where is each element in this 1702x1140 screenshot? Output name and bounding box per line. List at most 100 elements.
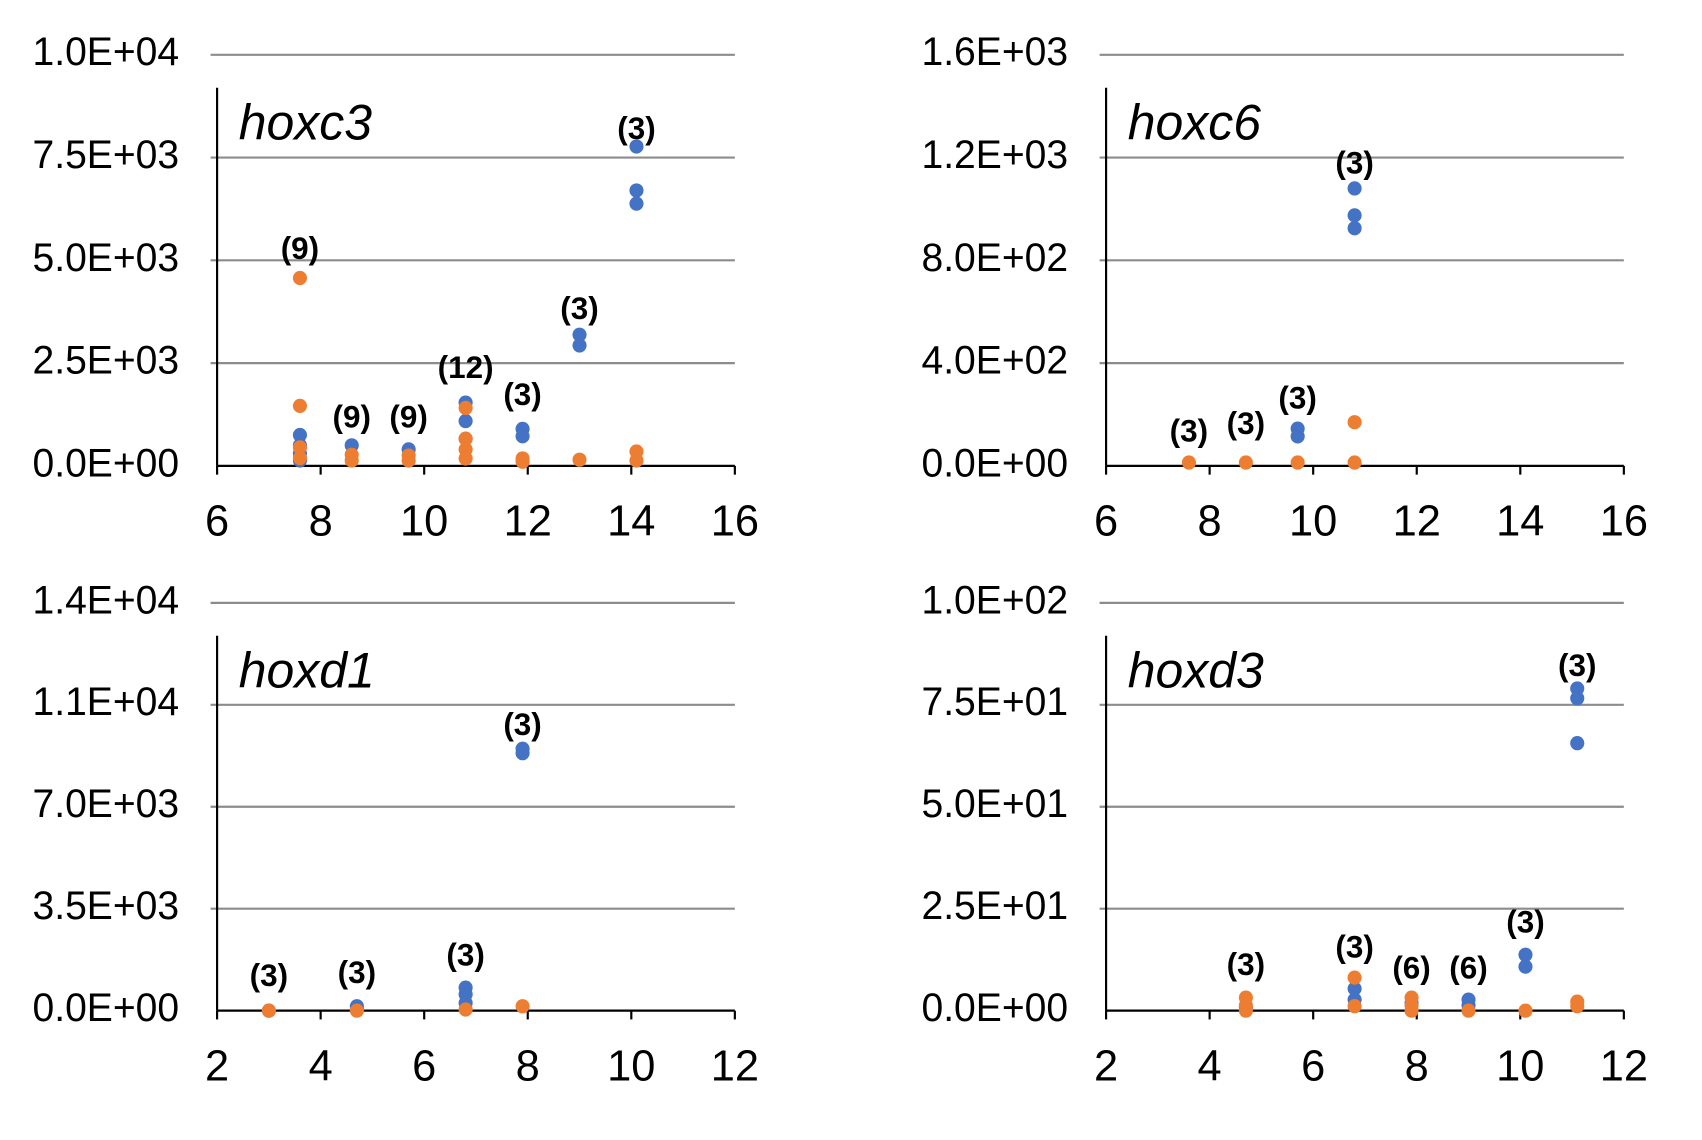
y-tick-label: 2.5E+03 bbox=[32, 338, 179, 382]
data-point bbox=[1570, 999, 1585, 1014]
data-point bbox=[458, 451, 473, 466]
data-point bbox=[515, 454, 530, 469]
annotation: (3) bbox=[560, 290, 598, 326]
x-tick-label: 10 bbox=[1496, 1042, 1544, 1090]
x-tick-label: 2 bbox=[205, 1042, 229, 1090]
data-point bbox=[1290, 455, 1305, 470]
data-point bbox=[572, 338, 587, 353]
annotation: (6) bbox=[1392, 950, 1430, 986]
data-point bbox=[629, 196, 644, 211]
data-point bbox=[629, 453, 644, 468]
panel-title: hoxc6 bbox=[1128, 94, 1261, 150]
data-point bbox=[401, 453, 416, 468]
y-tick-label: 7.0E+03 bbox=[32, 782, 179, 826]
annotation: (3) bbox=[338, 954, 376, 990]
x-tick-label: 8 bbox=[1198, 497, 1222, 545]
x-tick-label: 8 bbox=[309, 497, 333, 545]
data-point bbox=[1347, 455, 1362, 470]
data-point bbox=[1570, 691, 1585, 706]
annotation: (3) bbox=[1227, 405, 1265, 441]
x-tick-label: 6 bbox=[412, 1042, 436, 1090]
x-tick-label: 8 bbox=[516, 1042, 540, 1090]
annotation: (3) bbox=[1506, 903, 1544, 939]
data-point bbox=[629, 139, 644, 154]
x-tick-label: 2 bbox=[1094, 1042, 1118, 1090]
y-tick-label: 0.0E+00 bbox=[32, 441, 179, 485]
data-point bbox=[1290, 429, 1305, 444]
panel-title: hoxc3 bbox=[239, 94, 372, 150]
data-point bbox=[1347, 970, 1362, 985]
data-point bbox=[1404, 1003, 1419, 1018]
x-tick-label: 16 bbox=[711, 497, 759, 545]
annotation: (3) bbox=[1335, 928, 1373, 964]
x-tick-label: 12 bbox=[1393, 497, 1441, 545]
x-tick-label: 8 bbox=[1405, 1042, 1429, 1090]
data-point bbox=[344, 453, 359, 468]
x-tick-label: 4 bbox=[1198, 1042, 1222, 1090]
annotation: (3) bbox=[250, 957, 288, 993]
y-tick-label: 1.6E+03 bbox=[921, 30, 1068, 74]
data-point bbox=[1238, 455, 1253, 470]
data-point bbox=[1347, 999, 1362, 1014]
data-point bbox=[292, 270, 307, 286]
y-tick-label: 1.1E+04 bbox=[32, 680, 179, 724]
data-point bbox=[458, 400, 473, 416]
annotation: (9) bbox=[332, 398, 370, 434]
data-point bbox=[292, 427, 307, 443]
data-point bbox=[349, 1003, 364, 1018]
annotation: (3) bbox=[446, 936, 484, 972]
data-point bbox=[1347, 208, 1362, 223]
data-point bbox=[629, 183, 644, 198]
data-point bbox=[1461, 1003, 1476, 1018]
y-tick-label: 1.0E+04 bbox=[32, 30, 179, 74]
x-tick-label: 16 bbox=[1600, 497, 1648, 545]
panel-title: hoxd1 bbox=[239, 642, 375, 698]
y-tick-label: 0.0E+00 bbox=[921, 986, 1068, 1030]
data-point bbox=[1518, 1003, 1533, 1018]
y-tick-label: 3.5E+03 bbox=[32, 884, 179, 928]
annotation: (6) bbox=[1449, 950, 1487, 986]
data-point bbox=[292, 440, 307, 455]
y-tick-label: 1.2E+03 bbox=[921, 133, 1068, 177]
data-point bbox=[1518, 947, 1533, 962]
annotation: (3) bbox=[1558, 647, 1596, 683]
annotation: (9) bbox=[281, 230, 319, 266]
x-tick-label: 10 bbox=[1289, 497, 1337, 545]
annotation: (3) bbox=[1227, 946, 1265, 982]
data-point bbox=[458, 431, 473, 446]
x-tick-label: 6 bbox=[1094, 497, 1118, 545]
annotation: (12) bbox=[438, 349, 494, 385]
y-tick-label: 7.5E+01 bbox=[921, 680, 1068, 724]
data-point bbox=[1570, 681, 1585, 696]
data-point bbox=[1347, 981, 1362, 996]
data-point bbox=[261, 1003, 276, 1018]
data-point bbox=[1570, 736, 1585, 751]
x-tick-label: 12 bbox=[504, 497, 552, 545]
data-point bbox=[515, 999, 530, 1014]
annotation: (3) bbox=[617, 110, 655, 146]
panel-title: hoxd3 bbox=[1128, 642, 1264, 698]
data-point bbox=[572, 327, 587, 342]
x-tick-label: 10 bbox=[400, 497, 448, 545]
x-tick-label: 10 bbox=[607, 1042, 655, 1090]
y-tick-label: 4.0E+02 bbox=[921, 338, 1068, 382]
x-tick-label: 6 bbox=[1301, 1042, 1325, 1090]
y-tick-label: 7.5E+03 bbox=[32, 133, 179, 177]
data-point bbox=[458, 413, 473, 429]
y-tick-label: 1.0E+02 bbox=[921, 578, 1068, 622]
data-point bbox=[1181, 455, 1196, 470]
y-tick-label: 0.0E+00 bbox=[921, 441, 1068, 485]
data-point bbox=[1518, 959, 1533, 974]
data-point bbox=[1347, 415, 1362, 430]
data-point bbox=[458, 1002, 473, 1017]
annotation: (9) bbox=[389, 398, 427, 434]
y-tick-label: 1.4E+04 bbox=[32, 578, 179, 622]
data-point bbox=[515, 429, 530, 444]
data-point bbox=[1347, 221, 1362, 236]
y-tick-label: 2.5E+01 bbox=[921, 884, 1068, 928]
x-tick-label: 12 bbox=[1600, 1042, 1648, 1090]
x-tick-label: 6 bbox=[205, 497, 229, 545]
x-tick-label: 14 bbox=[1496, 497, 1544, 545]
